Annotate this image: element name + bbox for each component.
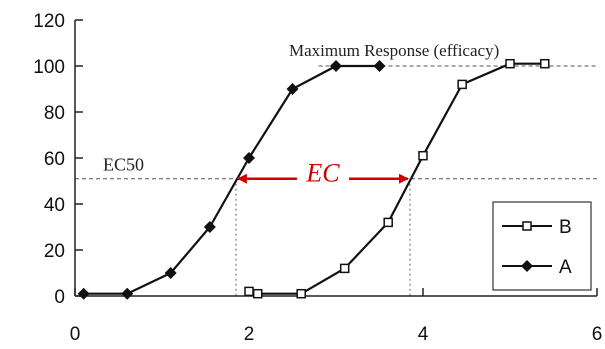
- data-point: [330, 60, 342, 72]
- x-tick-label: 2: [244, 324, 255, 345]
- data-point: [244, 286, 254, 297]
- data-point: [203, 221, 216, 233]
- max-response-label: Maximum Response (efficacy): [289, 41, 499, 60]
- data-point: [505, 58, 515, 69]
- x-tick-label: 4: [418, 324, 429, 345]
- x-tick-label: 0: [70, 324, 81, 345]
- data-point: [164, 267, 177, 279]
- data-point: [243, 152, 255, 164]
- series-layer: [77, 58, 550, 300]
- data-point: [252, 288, 263, 299]
- y-tick-label: 0: [54, 287, 65, 308]
- y-tick-label: 80: [44, 103, 65, 124]
- data-point: [296, 288, 306, 299]
- ec-label: EC: [305, 159, 340, 188]
- series-line-a: [83, 64, 380, 295]
- ec-label-background: [296, 156, 349, 185]
- data-point: [77, 287, 90, 300]
- legend-marker-b: [522, 221, 532, 231]
- data-point: [286, 83, 299, 95]
- y-tick-label: 40: [44, 195, 65, 216]
- data-point: [540, 58, 550, 69]
- data-point: [383, 217, 393, 228]
- legend-marker-a: [521, 260, 533, 272]
- data-point: [457, 79, 467, 90]
- legend-label-b: B: [559, 217, 572, 238]
- data-point: [121, 287, 134, 300]
- y-tick-label: 120: [33, 11, 65, 32]
- legend-entry-b: B: [502, 217, 572, 238]
- ec50-label: EC50: [103, 155, 144, 175]
- y-tick-label: 60: [44, 149, 65, 170]
- data-point: [339, 263, 350, 274]
- legend-label-a: A: [559, 257, 572, 278]
- series-b: [244, 58, 550, 299]
- x-tick-label: 6: [592, 324, 603, 345]
- y-tick-label: 20: [44, 241, 65, 262]
- legend-box: [492, 201, 592, 291]
- data-point: [373, 60, 386, 72]
- legend: B A: [492, 201, 592, 291]
- y-axis-ticks: 0 20 40 60 80 100 120: [33, 11, 83, 308]
- legend-entry-a: A: [502, 257, 572, 278]
- data-point: [418, 150, 428, 161]
- y-tick-label: 100: [33, 57, 65, 78]
- series-a: [77, 60, 386, 300]
